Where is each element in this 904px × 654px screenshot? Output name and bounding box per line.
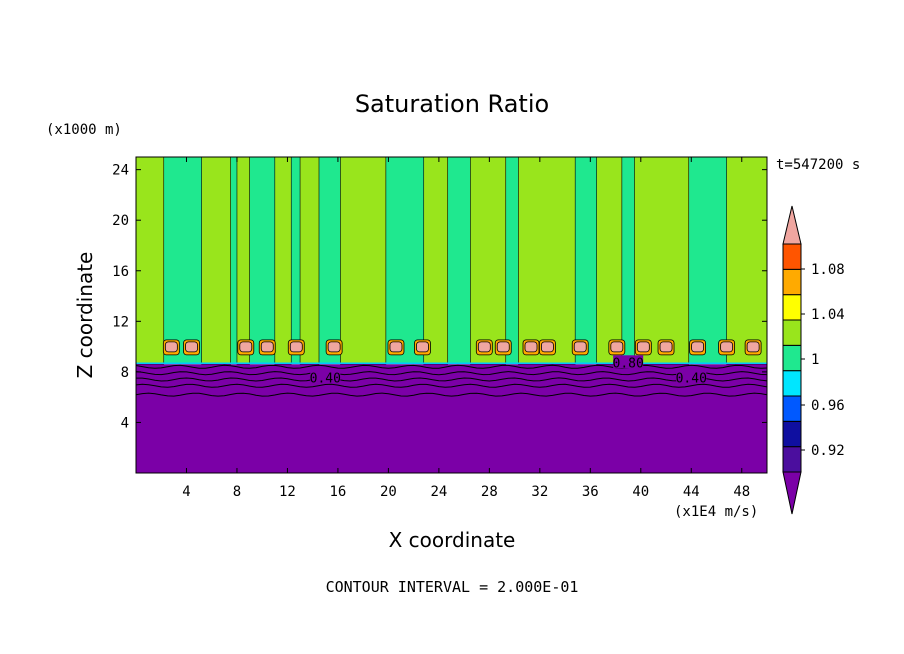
y-tick-label: 20 [112, 213, 129, 229]
contour-label-bg [676, 370, 707, 384]
cloud-column [299, 156, 320, 365]
time-label: t=547200 s [776, 157, 860, 173]
contour-label: 0.40 [676, 371, 707, 386]
y-unit-label: (x1000 m) [46, 122, 122, 138]
cell-core [327, 341, 341, 353]
cell-core [610, 341, 624, 353]
cell-core [573, 341, 587, 353]
plot-frame [135, 156, 768, 474]
colorbar-label: 1 [811, 352, 819, 368]
cloud-column [726, 156, 768, 365]
x-tick-label: 32 [531, 484, 548, 500]
x-tick-label: 8 [233, 484, 241, 500]
x-tick-label: 12 [279, 484, 296, 500]
chart-title: Saturation Ratio [355, 90, 549, 118]
x-tick-label: 20 [380, 484, 397, 500]
colorbar-box [782, 344, 802, 372]
colorbar-box [782, 268, 802, 296]
x-tick-label: 24 [430, 484, 447, 500]
contour-line [135, 371, 768, 376]
cell-core [524, 341, 538, 353]
cell-core [541, 341, 554, 353]
x-axis-label: X coordinate [389, 528, 516, 552]
cell-core [260, 341, 274, 353]
cloud-column [340, 156, 387, 365]
colorbar-label: 1.08 [811, 262, 845, 278]
colorbar-box [782, 243, 802, 270]
x-tick-label: 48 [733, 484, 750, 500]
colorbar-box [782, 446, 802, 473]
colorbar-box [782, 370, 802, 397]
cell-core [659, 341, 673, 353]
x-tick-label: 16 [329, 484, 346, 500]
cell-core [636, 341, 650, 353]
cloud-column [236, 156, 250, 365]
dry-layer [136, 364, 767, 473]
contour-field: 0.40 0.40 0.80 [135, 156, 768, 473]
contour-line [135, 364, 768, 369]
contour-interval-note: CONTOUR INTERVAL = 2.000E-01 [326, 578, 579, 596]
colorbar: 1.08 1.04 1 0.96 0.92 [782, 205, 845, 515]
cloud-column [596, 156, 623, 365]
cloud-column [274, 156, 292, 365]
colorbar-box [782, 395, 802, 422]
x-tick-label: 4 [182, 484, 190, 500]
cloud-column [518, 156, 576, 365]
cell-core [185, 341, 198, 353]
x-tick-label: 44 [683, 484, 700, 500]
y-tick-label: 12 [112, 314, 129, 330]
cloud-column [423, 156, 449, 365]
y-tick-label: 24 [112, 163, 129, 179]
cell-core [289, 341, 303, 353]
colorbar-label: 0.96 [811, 398, 845, 414]
cell-core [416, 341, 429, 353]
x-tick-label: 28 [481, 484, 498, 500]
contour-line [136, 377, 768, 382]
contour-label-bg [310, 370, 341, 384]
colorbar-label: 1.04 [811, 307, 845, 323]
contour-label: 0.80 [613, 356, 644, 371]
x-tick-label: 36 [582, 484, 599, 500]
x-tick-label: 40 [632, 484, 649, 500]
cell-core [746, 341, 760, 353]
colorbar-min-arrow [782, 471, 802, 515]
cell-core [496, 341, 510, 353]
colorbar-box [782, 319, 802, 346]
cell-core [691, 341, 704, 353]
cloud-column [135, 156, 165, 365]
cloud-column [470, 156, 507, 365]
colorbar-box [782, 420, 802, 448]
cloud-column [201, 156, 231, 365]
cell-core [164, 341, 178, 353]
x-unit-label: (x1E4 m/s) [674, 504, 758, 520]
y-axis-label: Z coordinate [73, 252, 97, 379]
cell-core [239, 341, 253, 353]
cloud-column [634, 156, 690, 365]
y-tick-label: 4 [121, 415, 129, 431]
contour-label-bg [613, 355, 644, 369]
contour-label: 0.40 [310, 371, 341, 386]
colorbar-max-arrow [782, 205, 802, 245]
colorbar-box [782, 294, 802, 321]
y-tick-label: 16 [112, 264, 129, 280]
cell-core [720, 341, 734, 353]
y-tick-label: 8 [121, 365, 129, 381]
cell-core [389, 341, 403, 353]
contour-line [135, 392, 768, 397]
contour-line [135, 383, 768, 388]
cell-core [477, 341, 491, 353]
colorbar-label: 0.92 [811, 443, 845, 459]
